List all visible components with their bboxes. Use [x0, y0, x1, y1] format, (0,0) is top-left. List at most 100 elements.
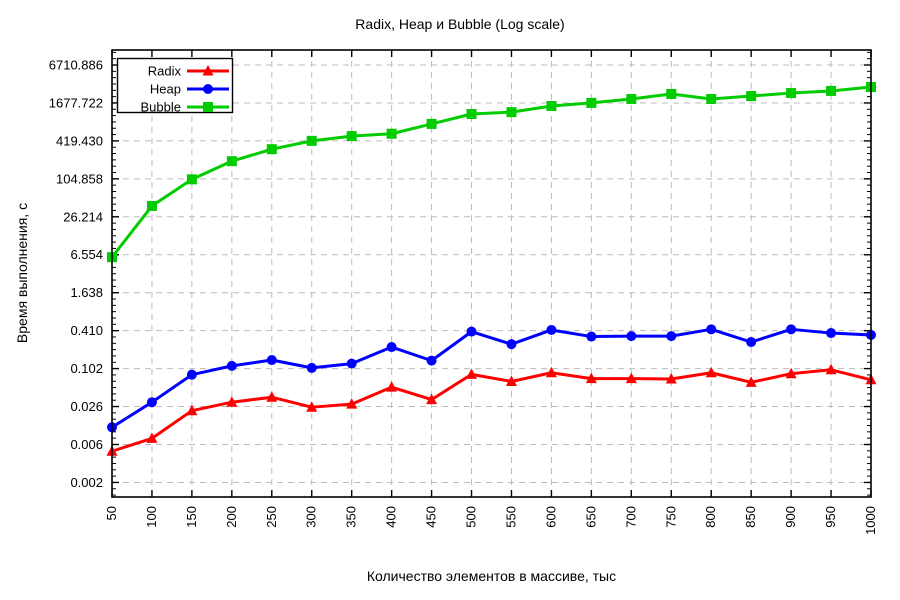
y-tick-label: 0.102 [70, 361, 103, 376]
x-tick-label: 1000 [863, 506, 878, 535]
y-tick-label: 1.638 [70, 285, 103, 300]
data-point [146, 397, 157, 408]
x-tick-label: 150 [184, 506, 199, 528]
data-point [705, 366, 717, 378]
grid [111, 50, 872, 497]
y-tick-label: 0.410 [70, 323, 103, 338]
y-tick-label: 104.858 [56, 171, 103, 186]
data-point [306, 401, 318, 412]
tick-labels: 6710.886 1677.722 419.430 104.858 26.214 6.55… [49, 58, 878, 535]
x-tick-label: 800 [703, 506, 718, 528]
data-point [505, 375, 517, 386]
data-point [202, 65, 214, 76]
data-point [506, 107, 517, 118]
data-point [626, 331, 637, 342]
x-tick-label: 650 [583, 506, 598, 528]
data-point [226, 396, 238, 407]
data-point [546, 324, 557, 335]
x-tick-label: 450 [424, 506, 439, 528]
axis-ticks [111, 50, 872, 497]
data-point [506, 339, 517, 350]
data-point [666, 88, 677, 99]
data-point [546, 101, 557, 112]
data-point [545, 366, 557, 378]
legend-box [116, 57, 234, 114]
y-minor-ticks [112, 51, 871, 496]
data-point [466, 368, 478, 379]
series-bubble [107, 82, 876, 263]
x-tick-label: 600 [543, 506, 558, 528]
data-point [186, 174, 197, 185]
data-point [146, 432, 158, 443]
data-point [226, 360, 237, 371]
data-point [186, 369, 197, 380]
x-tick-label: 850 [743, 506, 758, 528]
x-axis-title: Количество элементов в массиве, тыс [366, 568, 617, 584]
legend: Radix Heap Bubble [116, 57, 234, 115]
series-heap [107, 324, 876, 433]
y-tick-label: 26.214 [63, 209, 103, 224]
data-point [586, 331, 597, 342]
x-tick-label: 300 [304, 506, 319, 528]
data-point [745, 376, 757, 387]
series-radix [106, 363, 877, 456]
data-point [466, 326, 477, 337]
data-point [346, 398, 358, 409]
data-point [585, 372, 597, 384]
x-tick-label: 350 [344, 506, 359, 528]
data-point [426, 118, 437, 129]
data-point [346, 358, 357, 369]
y-tick-label: 1677.722 [49, 95, 103, 110]
x-tick-label: 400 [384, 506, 399, 528]
y-tick-label: 0.026 [70, 399, 103, 414]
data-point [786, 324, 797, 335]
data-point [626, 93, 637, 104]
data-point [826, 328, 837, 339]
data-point [266, 355, 277, 366]
y-tick-label: 6.554 [70, 247, 103, 262]
data-point [466, 109, 477, 120]
data-point [146, 200, 157, 211]
y-tick-label: 6710.886 [49, 58, 103, 73]
data-point [586, 97, 597, 108]
data-point [346, 131, 357, 142]
plot-frame [111, 49, 872, 498]
data-point [786, 88, 797, 99]
x-tick-label: 750 [663, 506, 678, 528]
data-point [826, 85, 837, 96]
x-tick-label: 900 [783, 506, 798, 528]
legend-label-radix: Radix [148, 64, 182, 79]
y-tick-label: 419.430 [56, 133, 103, 148]
data-point [825, 363, 837, 375]
legend-label-bubble: Bubble [141, 100, 181, 115]
data-point [746, 337, 757, 348]
x-tick-label: 550 [503, 506, 518, 528]
x-tick-label: 500 [464, 506, 479, 528]
series-line-radix [111, 368, 872, 453]
series-line-heap [111, 327, 872, 429]
x-tick-label: 50 [104, 506, 119, 520]
data-point [306, 362, 317, 373]
data-point [665, 373, 677, 384]
data-point [266, 144, 277, 155]
x-tick-label: 950 [823, 506, 838, 528]
data-point [386, 342, 397, 353]
series-line-bubble [110, 85, 872, 259]
legend-label-heap: Heap [150, 82, 181, 97]
data-point [186, 404, 198, 416]
data-point [666, 331, 677, 342]
data-point [386, 381, 398, 392]
data-point [226, 156, 237, 167]
data-point [203, 84, 213, 94]
data-point [203, 102, 213, 112]
x-tick-label: 700 [623, 506, 638, 528]
y-tick-label: 0.002 [70, 475, 103, 490]
data-point [386, 128, 397, 139]
x-tick-label: 200 [224, 506, 239, 528]
y-tick-label: 0.006 [70, 437, 103, 452]
x-tick-label: 100 [144, 506, 159, 528]
data-point [266, 391, 278, 402]
data-point [426, 393, 438, 405]
